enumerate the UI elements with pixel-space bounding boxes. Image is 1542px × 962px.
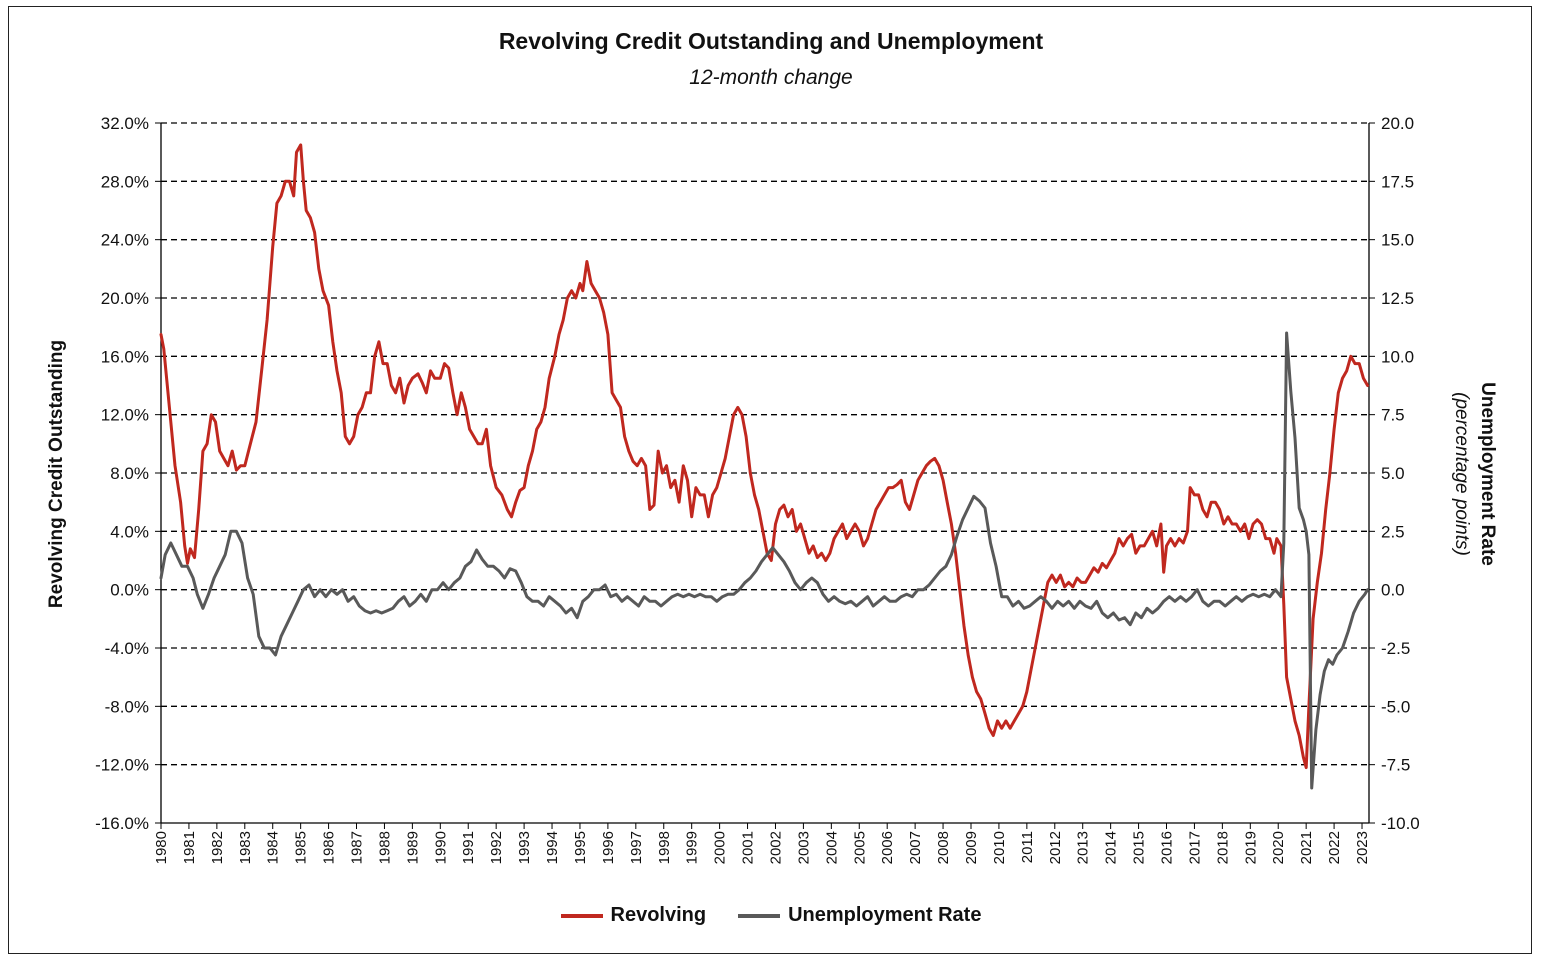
y-right-tick-label: 0.0: [1381, 581, 1405, 600]
legend-swatch-unemployment: [738, 913, 781, 918]
y-left-tick-label: 8.0%: [110, 464, 149, 483]
x-tick-label: 2015: [1131, 831, 1148, 864]
gridlines: [160, 122, 1370, 824]
x-tick-label: 1984: [265, 831, 282, 864]
x-tick-label: 2018: [1214, 831, 1231, 864]
y-left-tick-label: -4.0%: [105, 639, 149, 658]
y-left-tick-label: -16.0%: [95, 814, 149, 833]
x-tick-label: 2014: [1103, 831, 1120, 864]
y-right-tick-label: 10.0: [1381, 347, 1414, 366]
chart-title: Revolving Credit Outstanding and Unemplo…: [498, 28, 1044, 54]
y-axis-left: 32.0% 28.0% 24.0% 20.0% 16.0% 12.0% 8.0% 4.0% 0.…: [95, 114, 161, 833]
legend-item-revolving: Revolving: [560, 904, 707, 927]
x-tick-label: 2005: [851, 831, 868, 864]
y-left-tick-label: 0.0%: [110, 581, 149, 600]
y-right-tick-label: -7.5: [1381, 756, 1410, 775]
x-tick-label: 1998: [656, 831, 673, 864]
x-tick-label: 2008: [935, 831, 952, 864]
x-tick-label: 2003: [795, 831, 812, 864]
y-right-tick-label: 20.0: [1381, 114, 1414, 133]
chart-frame: [8, 6, 1532, 954]
x-tick-label: 2010: [991, 831, 1008, 864]
y-left-tick-label: -12.0%: [95, 756, 149, 775]
y-left-tick-label: 16.0%: [101, 347, 149, 366]
x-tick-label: 1986: [321, 831, 338, 864]
x-tick-label: 2013: [1075, 831, 1092, 864]
x-tick-label: 1992: [488, 831, 505, 864]
y-axis-right: 20.0 17.5 15.0 12.5 10.0 7.5 5.0 2.5 0.0 -2.5 -5.0…: [1369, 114, 1420, 833]
y-right-tick-label: 5.0: [1381, 464, 1405, 483]
y-right-tick-label: -2.5: [1381, 639, 1410, 658]
x-tick-label: 1994: [544, 831, 561, 864]
unemployment-rate-line: [159, 331, 1370, 790]
x-tick-label: 1991: [460, 831, 477, 864]
series-lines: [159, 143, 1370, 790]
x-tick-label: 1981: [181, 831, 198, 864]
revolving-line: [159, 143, 1370, 770]
y-axis-right-title: Unemployment Rate: [1477, 382, 1498, 566]
y-right-tick-label: 15.0: [1381, 231, 1414, 250]
x-tick-label: 2004: [823, 831, 840, 864]
x-tick-label: 2016: [1159, 831, 1176, 864]
x-tick-label: 2022: [1326, 831, 1343, 864]
legend: Revolving Unemployment Rate: [0, 904, 1542, 927]
chart-subtitle: 12-month change: [689, 66, 853, 89]
y-left-tick-label: 20.0%: [101, 289, 149, 308]
x-tick-label: 2019: [1242, 831, 1259, 864]
x-tick-label: 1999: [684, 831, 701, 864]
legend-label-unemployment: Unemployment Rate: [788, 904, 982, 926]
legend-label-revolving: Revolving: [610, 904, 707, 926]
y-right-tick-label: 12.5: [1381, 289, 1414, 308]
x-tick-label: 2000: [712, 831, 729, 864]
x-tick-label: 1985: [293, 831, 310, 864]
y-axis-right-unit: (percentage points): [1451, 392, 1472, 556]
y-left-tick-label: 32.0%: [101, 114, 149, 133]
y-right-tick-label: 7.5: [1381, 406, 1405, 425]
x-tick-label: 1982: [209, 831, 226, 864]
x-tick-label: 1996: [600, 831, 617, 864]
x-tick-label: 1989: [404, 831, 421, 864]
x-tick-label: 1980: [153, 831, 170, 864]
x-tick-label: 2017: [1186, 831, 1203, 864]
x-tick-label: 2021: [1298, 831, 1315, 864]
y-right-tick-label: 2.5: [1381, 522, 1405, 541]
y-right-tick-label: 17.5: [1381, 172, 1414, 191]
x-tick-label: 1993: [516, 831, 533, 864]
x-tick-label: 1987: [349, 831, 366, 864]
x-axis: 1980 1981 1982 1983 1984 1985 1986 1987 1988 1989…: [153, 823, 1371, 864]
x-tick-label: 1983: [237, 831, 254, 864]
y-left-tick-label: 28.0%: [101, 172, 149, 191]
legend-swatch-revolving: [560, 913, 603, 918]
x-tick-label: 2009: [963, 831, 980, 864]
x-tick-label: 1988: [376, 831, 393, 864]
y-axis-left-title: Revolving Credit Outstanding: [46, 340, 67, 608]
y-left-tick-label: 4.0%: [110, 522, 149, 541]
x-tick-label: 1990: [432, 831, 449, 864]
x-tick-label: 2006: [879, 831, 896, 864]
x-tick-label: 1995: [572, 831, 589, 864]
x-tick-label: 1997: [628, 831, 645, 864]
y-left-tick-label: 12.0%: [101, 406, 149, 425]
x-tick-label: 2002: [767, 831, 784, 864]
y-left-tick-label: 24.0%: [101, 231, 149, 250]
x-tick-label: 2023: [1354, 831, 1371, 864]
x-tick-label: 2007: [907, 831, 924, 864]
x-tick-label: 2011: [1019, 831, 1036, 863]
x-tick-label: 2012: [1047, 831, 1064, 864]
x-tick-label: 2020: [1270, 831, 1287, 864]
legend-item-unemployment: Unemployment Rate: [738, 904, 981, 927]
y-left-tick-label: -8.0%: [105, 697, 149, 716]
y-right-tick-label: -5.0: [1381, 697, 1410, 716]
y-right-tick-label: -10.0: [1381, 814, 1420, 833]
x-tick-label: 2001: [740, 831, 757, 864]
